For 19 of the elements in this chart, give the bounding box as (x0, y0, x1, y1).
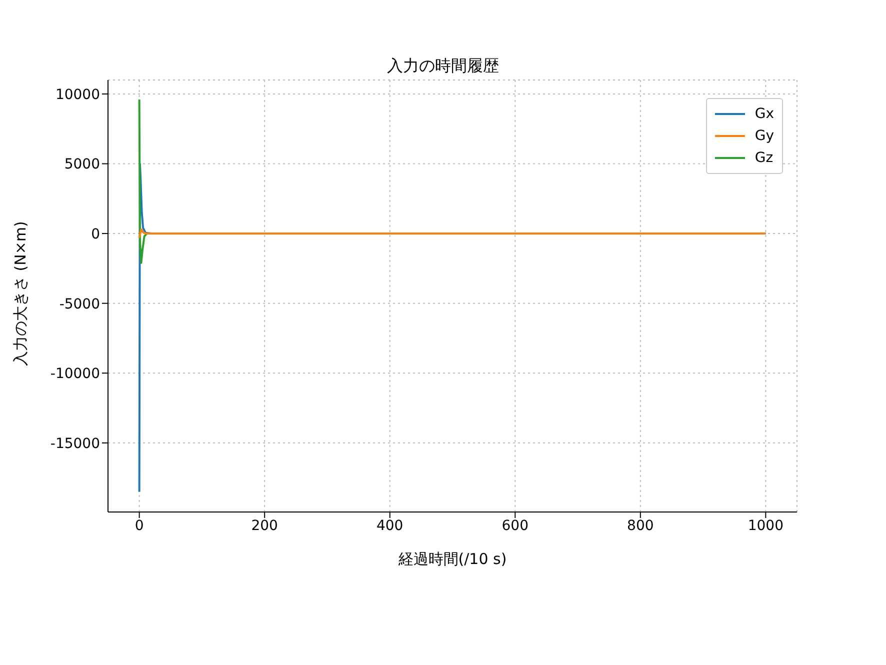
legend-label: Gy (754, 128, 774, 144)
y-tick-label: -10000 (50, 366, 100, 382)
legend-label: Gx (754, 106, 774, 122)
y-tick-label: 10000 (55, 86, 100, 103)
y-axis-title: 入力の大きさ (N×m) (11, 221, 30, 366)
legend-label: Gz (754, 150, 774, 166)
y-tick-label: 0 (91, 226, 100, 243)
x-tick-label: 400 (376, 518, 404, 534)
x-tick-label: 800 (627, 518, 654, 534)
x-tick-label: 0 (134, 518, 144, 534)
line-series (138, 228, 767, 239)
x-axis-title: 経過時間(/10 s) (397, 550, 507, 568)
x-tick-label: 200 (251, 518, 278, 534)
chart-title: 入力の時間履歴 (386, 56, 500, 77)
y-tick-label: 5000 (64, 156, 100, 173)
x-tick-label: 600 (502, 518, 529, 534)
x-tick-label: 1000 (748, 518, 784, 534)
y-tick-label: -15000 (50, 436, 100, 452)
y-tick-label: -5000 (59, 296, 100, 312)
